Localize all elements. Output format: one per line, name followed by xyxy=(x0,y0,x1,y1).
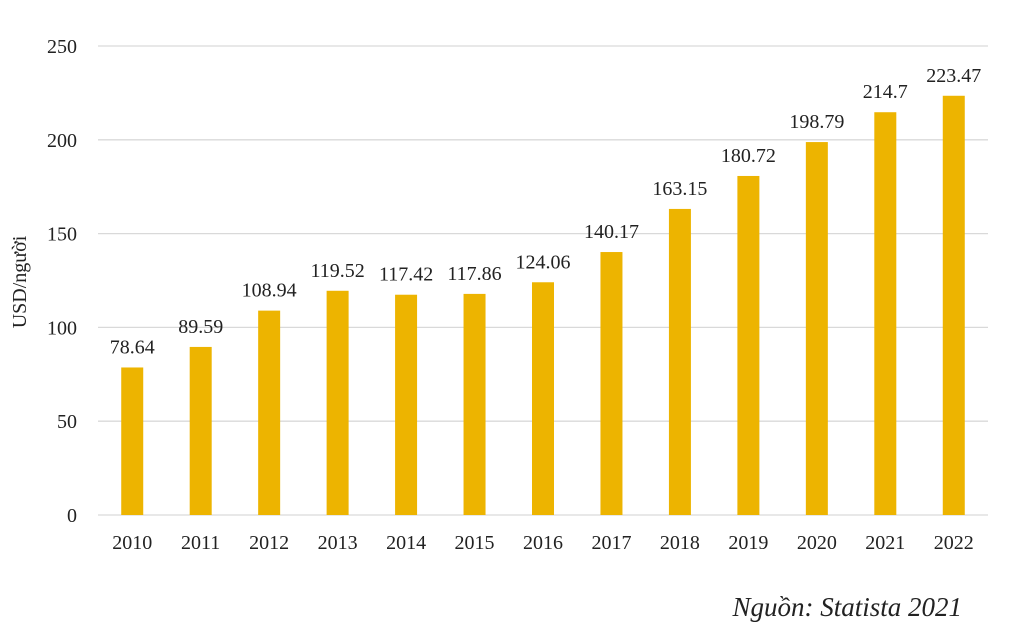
data-label-2013: 119.52 xyxy=(310,260,364,282)
bar-2020 xyxy=(805,142,828,516)
x-tick-label: 2020 xyxy=(797,532,837,554)
data-label-2016: 124.06 xyxy=(516,251,571,273)
y-tick-label: 100 xyxy=(47,317,77,339)
data-label-2019: 180.72 xyxy=(721,145,776,167)
bar-2011 xyxy=(189,346,212,515)
x-tick-label: 2019 xyxy=(728,532,768,554)
x-tick-label: 2016 xyxy=(523,532,563,554)
bar-2017 xyxy=(600,252,623,515)
y-tick-label: 0 xyxy=(67,505,77,527)
y-tick-label: 200 xyxy=(47,130,77,152)
bar-2016 xyxy=(532,282,554,515)
y-axis-ticks: 0 50 100 150 200 250 xyxy=(47,36,77,527)
x-tick-label: 2022 xyxy=(934,532,974,554)
bar-2010 xyxy=(121,367,144,515)
x-axis-ticks: 2010 2011 2012 2013 2014 2015 2016 2017 2018 2019… xyxy=(112,532,974,554)
data-label-2017: 140.17 xyxy=(584,221,639,243)
data-label-2011: 89.59 xyxy=(178,316,223,338)
bar-2015 xyxy=(463,293,486,515)
source-note: Nguồn: Statista 2021 xyxy=(732,592,962,622)
bar-2013 xyxy=(326,290,349,515)
data-label-2014: 117.42 xyxy=(379,264,433,286)
x-tick-label: 2015 xyxy=(455,532,495,554)
data-label-2022: 223.47 xyxy=(926,65,981,87)
bar-2019 xyxy=(737,175,760,515)
data-label-2018: 163.15 xyxy=(652,178,707,200)
y-tick-label: 50 xyxy=(57,411,77,433)
x-tick-label: 2018 xyxy=(660,532,700,554)
x-tick-label: 2017 xyxy=(591,532,631,554)
x-tick-label: 2012 xyxy=(249,532,289,554)
data-label-2020: 198.79 xyxy=(789,111,844,133)
x-tick-label: 2021 xyxy=(865,532,905,554)
data-label-2015: 117.86 xyxy=(447,263,501,285)
y-axis-label: USD/người xyxy=(9,235,31,328)
data-label-2012: 108.94 xyxy=(242,280,297,302)
bar-2012 xyxy=(258,310,281,515)
bar-2014 xyxy=(395,294,418,515)
y-tick-label: 150 xyxy=(47,224,77,246)
bar-2018 xyxy=(668,208,691,515)
bar-2021 xyxy=(874,112,897,515)
bar-2022 xyxy=(942,95,965,516)
x-tick-label: 2013 xyxy=(318,532,358,554)
x-tick-label: 2011 xyxy=(181,532,220,554)
data-label-2021: 214.7 xyxy=(863,81,908,103)
y-tick-label: 250 xyxy=(47,36,77,58)
bars xyxy=(121,95,965,516)
x-tick-label: 2014 xyxy=(386,532,426,554)
x-tick-label: 2010 xyxy=(112,532,152,554)
data-label-2010: 78.64 xyxy=(110,336,155,358)
data-labels: 78.64 89.59 108.94 119.52 117.42 117.86 124.06… xyxy=(110,65,982,359)
